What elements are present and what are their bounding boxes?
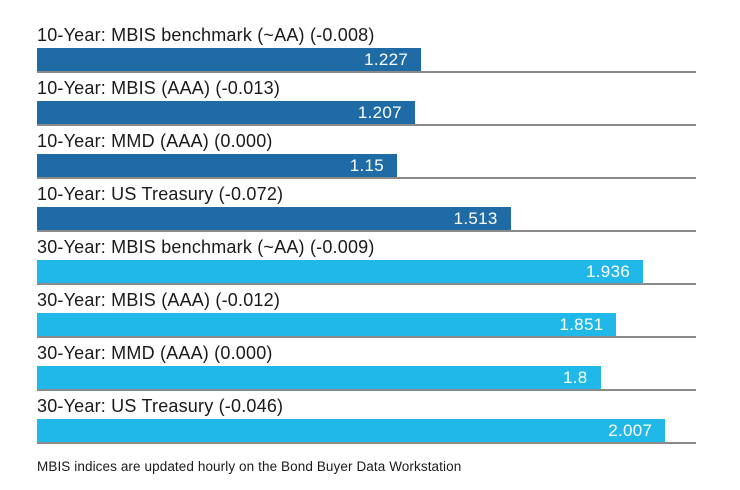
bar-value-label: 2.007: [608, 421, 653, 440]
bar-value-label: 1.227: [364, 50, 409, 69]
bar: 2.007: [37, 419, 666, 442]
bar: 1.227: [37, 48, 422, 71]
bar-category-label: 10-Year: US Treasury (-0.072): [37, 184, 284, 204]
chart-rows: 10-Year: MBIS benchmark (~AA) (-0.008) 1.…: [37, 20, 696, 444]
bar-value-label: 1.936: [586, 262, 631, 281]
chart-footnote: MBIS indices are updated hourly on the B…: [37, 459, 462, 474]
chart-row: 10-Year: US Treasury (-0.072) 1.513: [37, 179, 696, 232]
bar: 1.936: [37, 260, 644, 283]
chart-row: 30-Year: US Treasury (-0.046) 2.007: [37, 391, 696, 444]
bar: 1.513: [37, 207, 511, 230]
bar: 1.15: [37, 154, 397, 177]
bar-category-label: 30-Year: MBIS benchmark (~AA) (-0.009): [37, 237, 375, 257]
bar: 1.8: [37, 366, 601, 389]
bar-category-label: 30-Year: MBIS (AAA) (-0.012): [37, 290, 281, 310]
chart-row: 10-Year: MBIS (AAA) (-0.013) 1.207: [37, 73, 696, 126]
chart-row: 10-Year: MMD (AAA) (0.000) 1.15: [37, 126, 696, 179]
bar-value-label: 1.15: [349, 156, 384, 175]
bar-value-label: 1.851: [559, 315, 604, 334]
bond-yield-bar-chart: 10-Year: MBIS benchmark (~AA) (-0.008) 1.…: [37, 20, 696, 474]
chart-row: 30-Year: MBIS benchmark (~AA) (-0.009) 1.…: [37, 232, 696, 285]
bar: 1.851: [37, 313, 617, 336]
chart-row: 30-Year: MMD (AAA) (0.000) 1.8: [37, 338, 696, 391]
bar-category-label: 10-Year: MBIS benchmark (~AA) (-0.008): [37, 25, 375, 45]
bar-category-label: 10-Year: MMD (AAA) (0.000): [37, 131, 273, 151]
bar-value-label: 1.513: [453, 209, 498, 228]
chart-row: 30-Year: MBIS (AAA) (-0.012) 1.851: [37, 285, 696, 338]
bar-category-label: 30-Year: US Treasury (-0.046): [37, 396, 284, 416]
bar-value-label: 1.8: [562, 368, 588, 387]
bar: 1.207: [37, 101, 415, 124]
bar-category-label: 10-Year: MBIS (AAA) (-0.013): [37, 78, 281, 98]
bar-value-label: 1.207: [357, 103, 402, 122]
chart-row: 10-Year: MBIS benchmark (~AA) (-0.008) 1.…: [37, 20, 696, 73]
bar-category-label: 30-Year: MMD (AAA) (0.000): [37, 343, 273, 363]
